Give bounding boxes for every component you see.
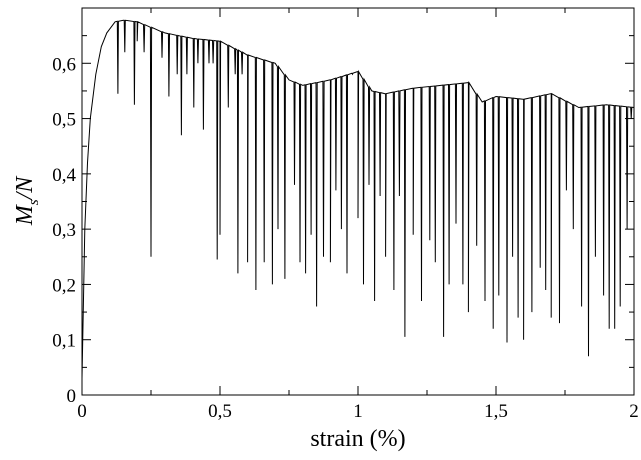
svg-text:Ms/N: Ms/N	[12, 175, 42, 227]
y-axis-title-main: M	[12, 203, 38, 226]
y-tick-label: 0,1	[52, 331, 76, 352]
axis-tick-labels: 0 0,5 1 1,5 2 0 0,1 0,2 0,3 0,4 0,5 0,6	[52, 54, 639, 422]
x-axis-title: strain (%)	[310, 426, 405, 452]
y-tick-label: 0,2	[52, 275, 76, 296]
series-line	[81, 19, 635, 379]
y-tick-label: 0,5	[52, 110, 76, 131]
x-tick-label: 2	[629, 401, 639, 422]
y-axis-title-suffix: /N	[12, 175, 38, 202]
y-tick-label: 0,4	[52, 165, 76, 186]
y-axis-title: Ms/N	[12, 175, 42, 227]
y-axis-title-subscript: s	[26, 199, 42, 205]
axis-ticks	[81, 8, 635, 396]
y-tick-label: 0	[67, 386, 77, 407]
y-tick-label: 0,3	[52, 220, 76, 241]
y-tick-label: 0,6	[52, 54, 76, 75]
x-tick-label: 1	[353, 401, 363, 422]
x-tick-label: 0,5	[208, 401, 232, 422]
x-tick-label: 0	[77, 401, 87, 422]
x-tick-label: 1,5	[484, 401, 508, 422]
